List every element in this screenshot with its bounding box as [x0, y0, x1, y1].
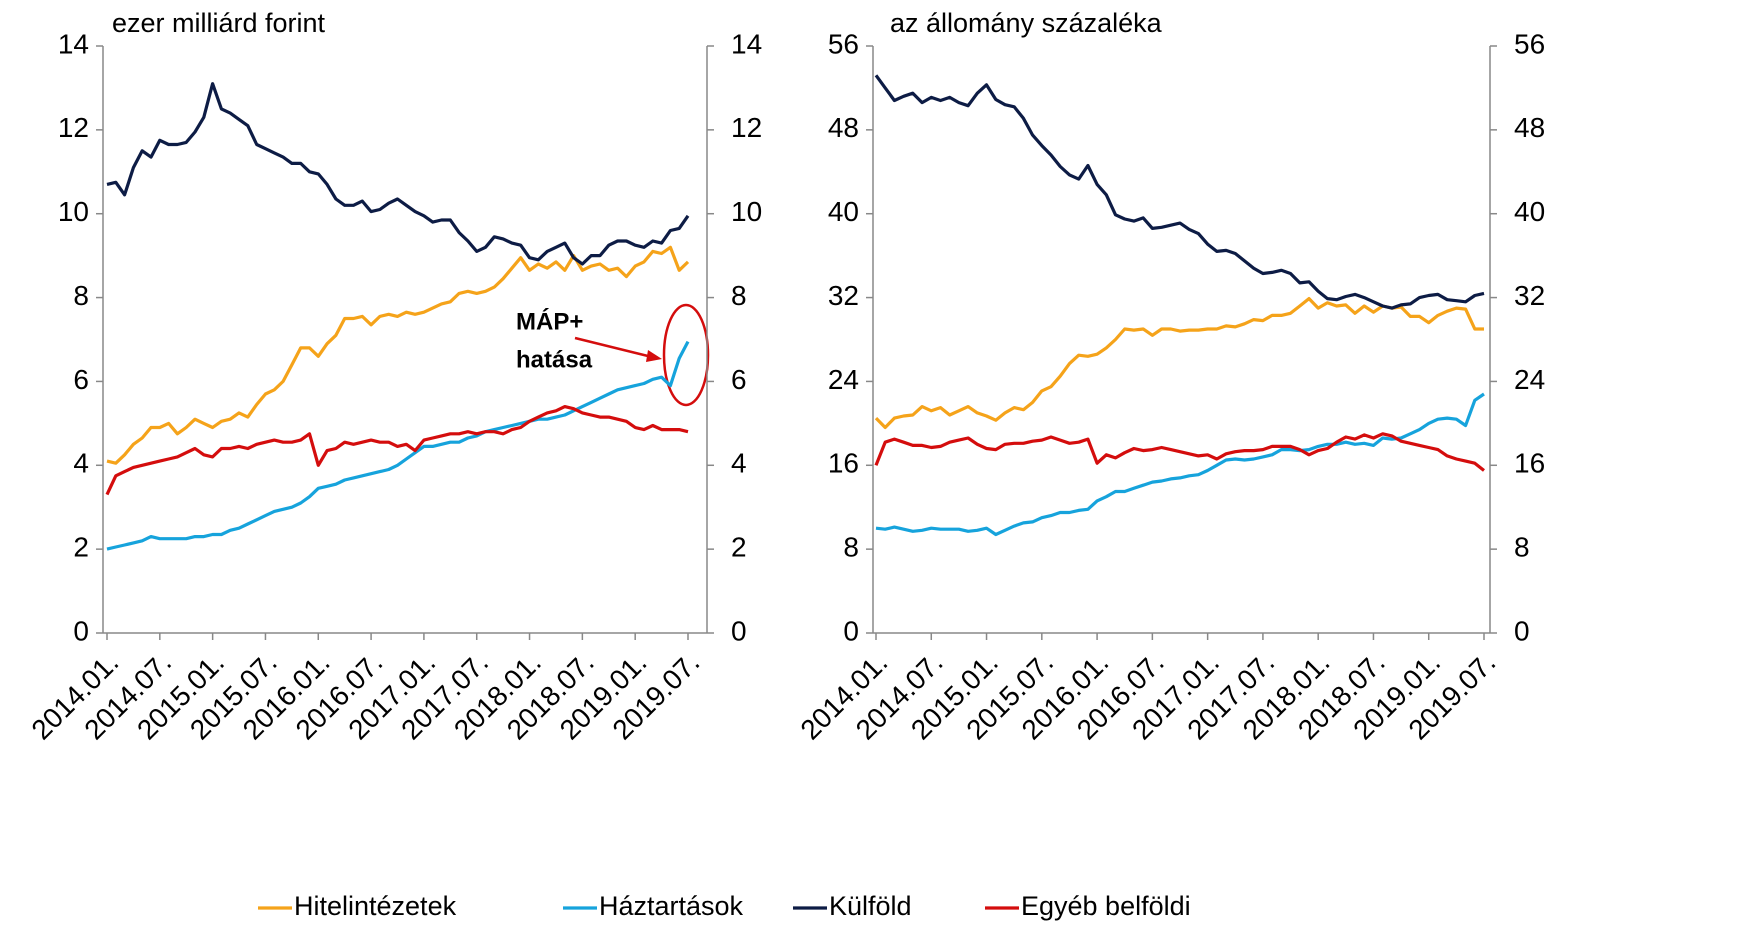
y2-tick-label: 56: [1514, 28, 1545, 59]
legend-label: Háztartások: [599, 891, 744, 921]
y2-tick-label: 16: [1514, 448, 1545, 479]
series-line: [875, 392, 1485, 537]
y-tick-label: 8: [843, 532, 859, 563]
y-tick-label: 16: [828, 448, 859, 479]
chart-title: ezer milliárd forint: [112, 8, 326, 38]
y2-tick-label: 32: [1514, 280, 1545, 311]
legend-label: Hitelintézetek: [294, 891, 457, 921]
y-tick-label: 56: [828, 28, 859, 59]
y-tick-label: 40: [828, 196, 859, 227]
y2-tick-label: 0: [1514, 615, 1530, 646]
y2-tick-label: 40: [1514, 196, 1545, 227]
y-tick-label: 10: [58, 196, 89, 227]
y2-tick-label: 2: [731, 532, 747, 563]
legend-label: Egyéb belföldi: [1021, 891, 1191, 921]
y2-tick-label: 48: [1514, 112, 1545, 143]
series-line: [106, 245, 690, 465]
y2-tick-label: 14: [731, 28, 762, 59]
annotation-text: MÁP+: [516, 307, 583, 335]
y2-tick-label: 4: [731, 448, 747, 479]
annotation-arrowhead: [646, 350, 662, 362]
series-line: [874, 297, 1484, 430]
y-tick-label: 4: [73, 448, 89, 479]
series-line: [106, 82, 690, 266]
series-line: [874, 74, 1485, 310]
y-tick-label: 8: [73, 280, 89, 311]
y-tick-label: 32: [828, 280, 859, 311]
series-line: [106, 340, 690, 551]
y-tick-label: 2: [73, 532, 89, 563]
y-tick-label: 0: [843, 615, 859, 646]
series-line: [874, 432, 1485, 472]
y2-tick-label: 24: [1514, 364, 1545, 395]
y-tick-label: 12: [58, 112, 89, 143]
y2-tick-label: 0: [731, 615, 747, 646]
annotation-text: hatása: [516, 346, 593, 373]
legend-label: Külföld: [829, 891, 912, 921]
y2-tick-label: 8: [731, 280, 747, 311]
series-line: [105, 405, 689, 496]
y2-tick-label: 8: [1514, 532, 1530, 563]
y2-tick-label: 12: [731, 112, 762, 143]
y2-tick-label: 6: [731, 364, 747, 395]
chart-title: az állomány százaléka: [890, 8, 1163, 38]
y-tick-label: 6: [73, 364, 89, 395]
y-tick-label: 48: [828, 112, 859, 143]
y2-tick-label: 10: [731, 196, 762, 227]
y-tick-label: 14: [58, 28, 89, 59]
annotation-arrow: [574, 336, 653, 359]
y-tick-label: 0: [73, 615, 89, 646]
y-tick-label: 24: [828, 364, 859, 395]
annotation-ellipse: [662, 303, 710, 407]
